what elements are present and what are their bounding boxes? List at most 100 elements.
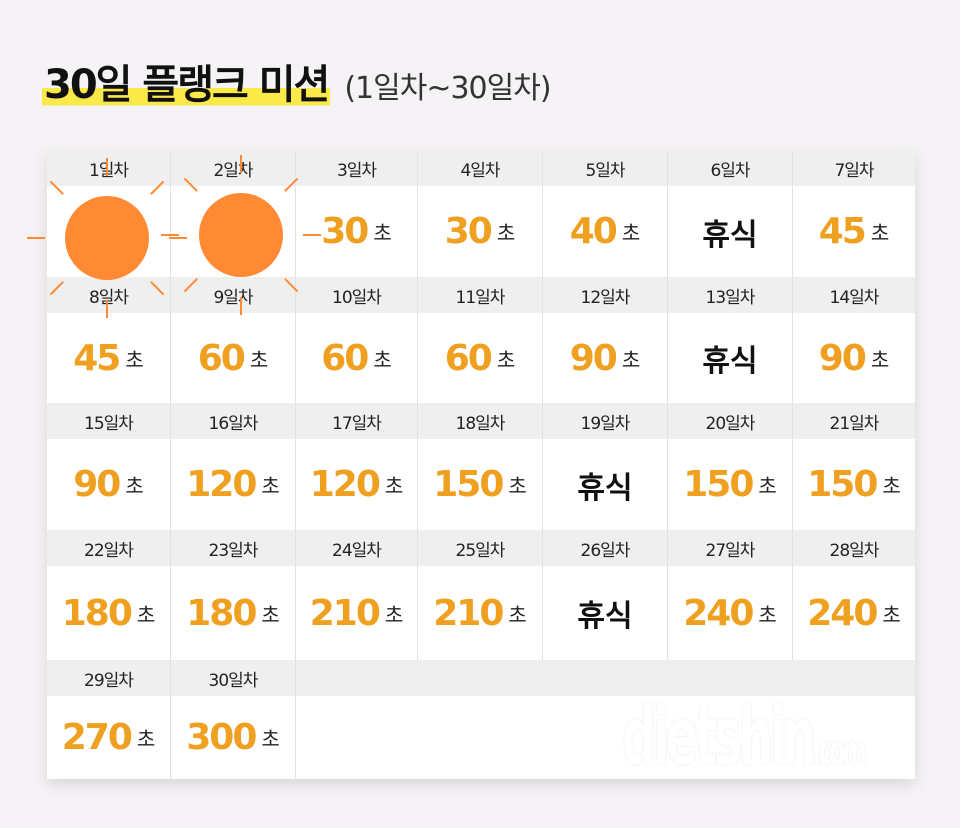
day-cell: 3일차 30 초 xyxy=(296,150,418,277)
day-cell: 26일차 휴식 xyxy=(543,530,668,660)
day-cell: 16일차 120 초 xyxy=(171,403,296,530)
day-cell: 14일차 90 초 xyxy=(793,277,915,403)
duration-unit: 초 xyxy=(882,602,901,627)
duration-value: 60 xyxy=(321,337,369,379)
duration-value: 120 xyxy=(186,464,257,505)
duration-value: 180 xyxy=(61,592,133,634)
title-subtitle: (1일차~30일차) xyxy=(344,71,551,106)
day-label: 16일차 xyxy=(171,403,295,439)
day-label: 5일차 xyxy=(543,150,667,186)
day-label: 19일차 xyxy=(543,403,667,439)
day-label: 17일차 xyxy=(296,403,417,439)
duration-unit: 초 xyxy=(758,474,777,498)
day-label: 15일차 xyxy=(47,403,170,439)
day-label: 11일차 xyxy=(418,277,542,313)
day-body: 270 초 xyxy=(47,696,170,779)
day-cell: 2일차 xyxy=(171,150,296,277)
day-body: 120 초 xyxy=(171,439,295,530)
day-body: 40 초 xyxy=(543,186,667,277)
day-label: 9일차 xyxy=(171,277,295,313)
duration-unit: 초 xyxy=(384,602,404,627)
sun-ray xyxy=(49,180,64,195)
day-body: 120 초 xyxy=(296,439,417,530)
duration-value: 45 xyxy=(73,337,121,379)
day-cell: 25일차 210 초 xyxy=(418,530,543,660)
duration-unit: 초 xyxy=(870,221,890,245)
day-label: 25일차 xyxy=(418,530,542,566)
day-label: 4일차 xyxy=(418,150,542,186)
sun-icon xyxy=(27,158,187,318)
duration-value: 240 xyxy=(807,592,878,634)
empty-header xyxy=(296,660,418,696)
duration-value: 180 xyxy=(186,592,257,634)
empty-cell xyxy=(418,660,543,779)
day-label: 2일차 xyxy=(171,150,295,186)
duration-unit: 초 xyxy=(125,347,144,372)
duration-unit: 초 xyxy=(125,474,144,498)
title-main: 30일 플랭크 미션 xyxy=(42,52,330,110)
day-cell: 11일차 60 초 xyxy=(418,277,543,403)
day-cell: 8일차 45 초 xyxy=(47,277,171,403)
day-body: 210 초 xyxy=(418,566,542,660)
day-body: 휴식 xyxy=(543,566,667,660)
day-label: 8일차 xyxy=(47,277,170,313)
day-cell: 12일차 90 초 xyxy=(543,277,668,403)
day-body: 180 초 xyxy=(171,566,295,660)
day-body: 60 초 xyxy=(171,313,295,403)
duration-value: 150 xyxy=(807,464,878,505)
duration-value: 240 xyxy=(683,592,754,634)
empty-header xyxy=(668,660,793,696)
day-label: 14일차 xyxy=(793,277,915,313)
day-cell: 20일차 150 초 xyxy=(668,403,793,530)
sun-ray xyxy=(150,281,165,296)
duration-value: 90 xyxy=(569,337,618,379)
day-body: 30 초 xyxy=(418,186,542,277)
duration-unit: 초 xyxy=(496,347,516,372)
day-body: 휴식 xyxy=(668,313,792,403)
duration-unit: 초 xyxy=(261,474,280,498)
duration-unit: 초 xyxy=(261,727,280,751)
duration-value: 90 xyxy=(818,337,867,379)
duration-value: 40 xyxy=(569,211,618,252)
day-cell: 27일차 240 초 xyxy=(668,530,793,660)
day-cell: 30일차 300 초 xyxy=(171,660,296,779)
day-cell: 7일차 45 초 xyxy=(793,150,915,277)
duration-unit: 초 xyxy=(384,474,404,498)
rest-label: 휴식 xyxy=(702,217,758,253)
day-label: 21일차 xyxy=(793,403,915,439)
duration-unit: 초 xyxy=(508,602,527,627)
empty-cell xyxy=(543,660,668,779)
day-body: 240 초 xyxy=(668,566,792,660)
duration-unit: 초 xyxy=(136,727,156,751)
day-cell: 29일차 270 초 xyxy=(47,660,171,779)
day-body: 210 초 xyxy=(296,566,417,660)
day-cell: 17일차 120 초 xyxy=(296,403,418,530)
day-label: 6일차 xyxy=(668,150,792,186)
day-cell: 9일차 60 초 xyxy=(171,277,296,403)
duration-unit: 초 xyxy=(621,221,641,245)
day-body: 60 초 xyxy=(296,313,417,403)
day-body: 180 초 xyxy=(47,566,170,660)
empty-cell xyxy=(296,660,418,779)
duration-unit: 초 xyxy=(136,602,156,627)
duration-unit: 초 xyxy=(621,347,641,372)
day-label: 27일차 xyxy=(668,530,792,566)
duration-unit: 초 xyxy=(373,347,392,372)
rest-label: 휴식 xyxy=(577,470,633,506)
duration-value: 30 xyxy=(321,211,369,252)
day-body: 150 초 xyxy=(668,439,792,530)
day-label: 29일차 xyxy=(47,660,170,696)
duration-unit: 초 xyxy=(870,347,890,372)
day-body: 60 초 xyxy=(418,313,542,403)
day-cell: 4일차 30 초 xyxy=(418,150,543,277)
duration-value: 300 xyxy=(186,717,257,758)
day-body: 30 초 xyxy=(296,186,417,277)
day-label: 13일차 xyxy=(668,277,792,313)
day-cell: 15일차 90 초 xyxy=(47,403,171,530)
duration-value: 45 xyxy=(818,211,867,252)
empty-header xyxy=(418,660,543,696)
duration-value: 30 xyxy=(444,211,493,252)
day-cell: 5일차 40 초 xyxy=(543,150,668,277)
